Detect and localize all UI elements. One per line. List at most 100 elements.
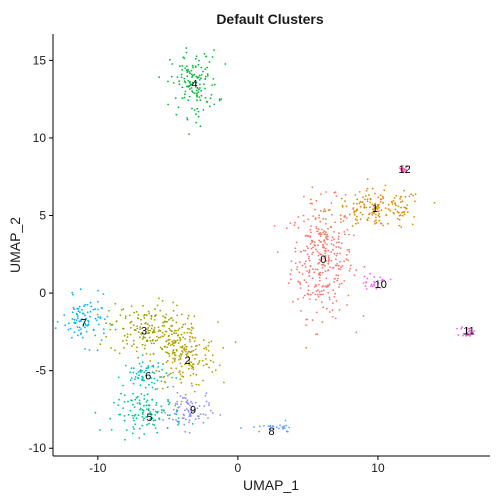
cluster-0-point	[318, 272, 320, 275]
cluster-2-point	[194, 357, 196, 360]
cluster-6-point	[130, 377, 133, 379]
cluster-4-point	[205, 55, 208, 58]
cluster-5-point	[177, 417, 180, 419]
cluster-5-point	[145, 404, 148, 407]
cluster-9-point	[189, 414, 192, 417]
cluster-12-point	[402, 168, 405, 170]
cluster-0-point	[298, 271, 301, 274]
cluster-6-point	[137, 371, 140, 373]
cluster-3-point	[165, 313, 168, 316]
cluster-5-point	[178, 420, 180, 423]
cluster-9-point	[198, 405, 201, 407]
cluster-7-point	[103, 318, 106, 320]
cluster-1-point	[374, 207, 377, 210]
cluster-2-point	[168, 338, 171, 341]
cluster-3-point	[146, 323, 149, 325]
cluster-4-point	[197, 63, 200, 66]
cluster-3-point	[129, 326, 132, 329]
cluster-7-point	[102, 293, 105, 295]
cluster-0-point	[318, 214, 320, 217]
cluster-2-point	[185, 345, 188, 348]
cluster-3-point	[142, 304, 144, 307]
cluster-2-point	[155, 369, 158, 372]
cluster-0-points	[273, 186, 366, 349]
cluster-2-point	[205, 358, 207, 360]
cluster-7-point	[82, 324, 85, 326]
cluster-5-point	[162, 409, 165, 412]
cluster-1-point	[414, 193, 417, 196]
cluster-2-point	[186, 331, 189, 334]
cluster-5-point	[166, 414, 169, 416]
cluster-0-point	[317, 289, 319, 292]
cluster-1-point	[379, 200, 382, 203]
cluster-5-point	[175, 413, 178, 416]
cluster-1-point	[391, 201, 393, 204]
cluster-0-point	[308, 275, 311, 277]
cluster-1-point	[371, 187, 374, 190]
cluster-1-point	[401, 200, 404, 203]
cluster-4-point	[199, 87, 201, 89]
cluster-0-point	[315, 290, 318, 293]
cluster-3-point	[114, 349, 116, 352]
cluster-9-point	[173, 412, 176, 415]
cluster-4-point	[171, 63, 174, 65]
cluster-0-point	[303, 262, 306, 265]
cluster-3-point	[170, 330, 173, 333]
cluster-0-point	[301, 273, 304, 275]
cluster-6-point	[165, 372, 168, 375]
cluster-0-point	[315, 199, 318, 202]
cluster-7-point	[76, 317, 79, 320]
cluster-7-point	[54, 327, 57, 329]
cluster-3-point	[132, 324, 135, 327]
cluster-3-point	[137, 356, 140, 359]
cluster-0-point	[292, 300, 294, 303]
cluster-3-point	[165, 340, 168, 343]
cluster-7-point	[76, 313, 78, 316]
cluster-4-point	[198, 79, 201, 81]
cluster-1-point	[358, 191, 361, 193]
cluster-1-point	[406, 204, 409, 207]
cluster-6-point	[141, 369, 143, 372]
cluster-0-point	[322, 217, 325, 220]
cluster-3-point	[173, 332, 176, 335]
cluster-4-point	[198, 59, 200, 62]
cluster-4-point	[187, 68, 190, 71]
cluster-4-point	[178, 80, 181, 83]
cluster-3-point	[161, 331, 164, 334]
cluster-3-point	[167, 342, 170, 345]
cluster-3-point	[157, 326, 160, 329]
cluster-5-point	[134, 398, 137, 401]
cluster-9-point	[172, 385, 175, 388]
cluster-0-point	[309, 265, 312, 267]
cluster-0-point	[332, 302, 334, 304]
cluster-5-point	[152, 419, 155, 422]
cluster-7-point	[83, 320, 86, 323]
cluster-7-point	[83, 305, 85, 307]
cluster-1-point	[324, 218, 327, 220]
cluster-6-point	[139, 384, 142, 387]
cluster-11-point	[465, 329, 468, 332]
cluster-7-point	[90, 305, 93, 308]
cluster-1-point	[382, 201, 384, 204]
cluster-6-point	[162, 376, 165, 379]
cluster-0-point	[348, 269, 351, 272]
cluster-1-point	[403, 189, 406, 192]
cluster-1-point	[375, 213, 377, 216]
cluster-6-label: 6	[145, 370, 151, 382]
cluster-0-point	[297, 226, 300, 229]
cluster-5-point	[139, 407, 142, 410]
cluster-4-point	[195, 81, 198, 84]
cluster-1-point	[402, 214, 404, 217]
cluster-5-point	[151, 398, 154, 401]
cluster-5-point	[145, 401, 148, 403]
cluster-0-point	[355, 269, 358, 272]
cluster-0-point	[317, 228, 320, 231]
cluster-1-point	[377, 205, 380, 208]
cluster-3-point	[140, 333, 143, 336]
cluster-0-point	[310, 293, 312, 296]
cluster-0-point	[313, 286, 316, 288]
cluster-3-point	[190, 322, 193, 325]
cluster-2-point	[172, 349, 175, 351]
cluster-2-point	[184, 343, 186, 346]
cluster-3-point	[153, 327, 156, 329]
